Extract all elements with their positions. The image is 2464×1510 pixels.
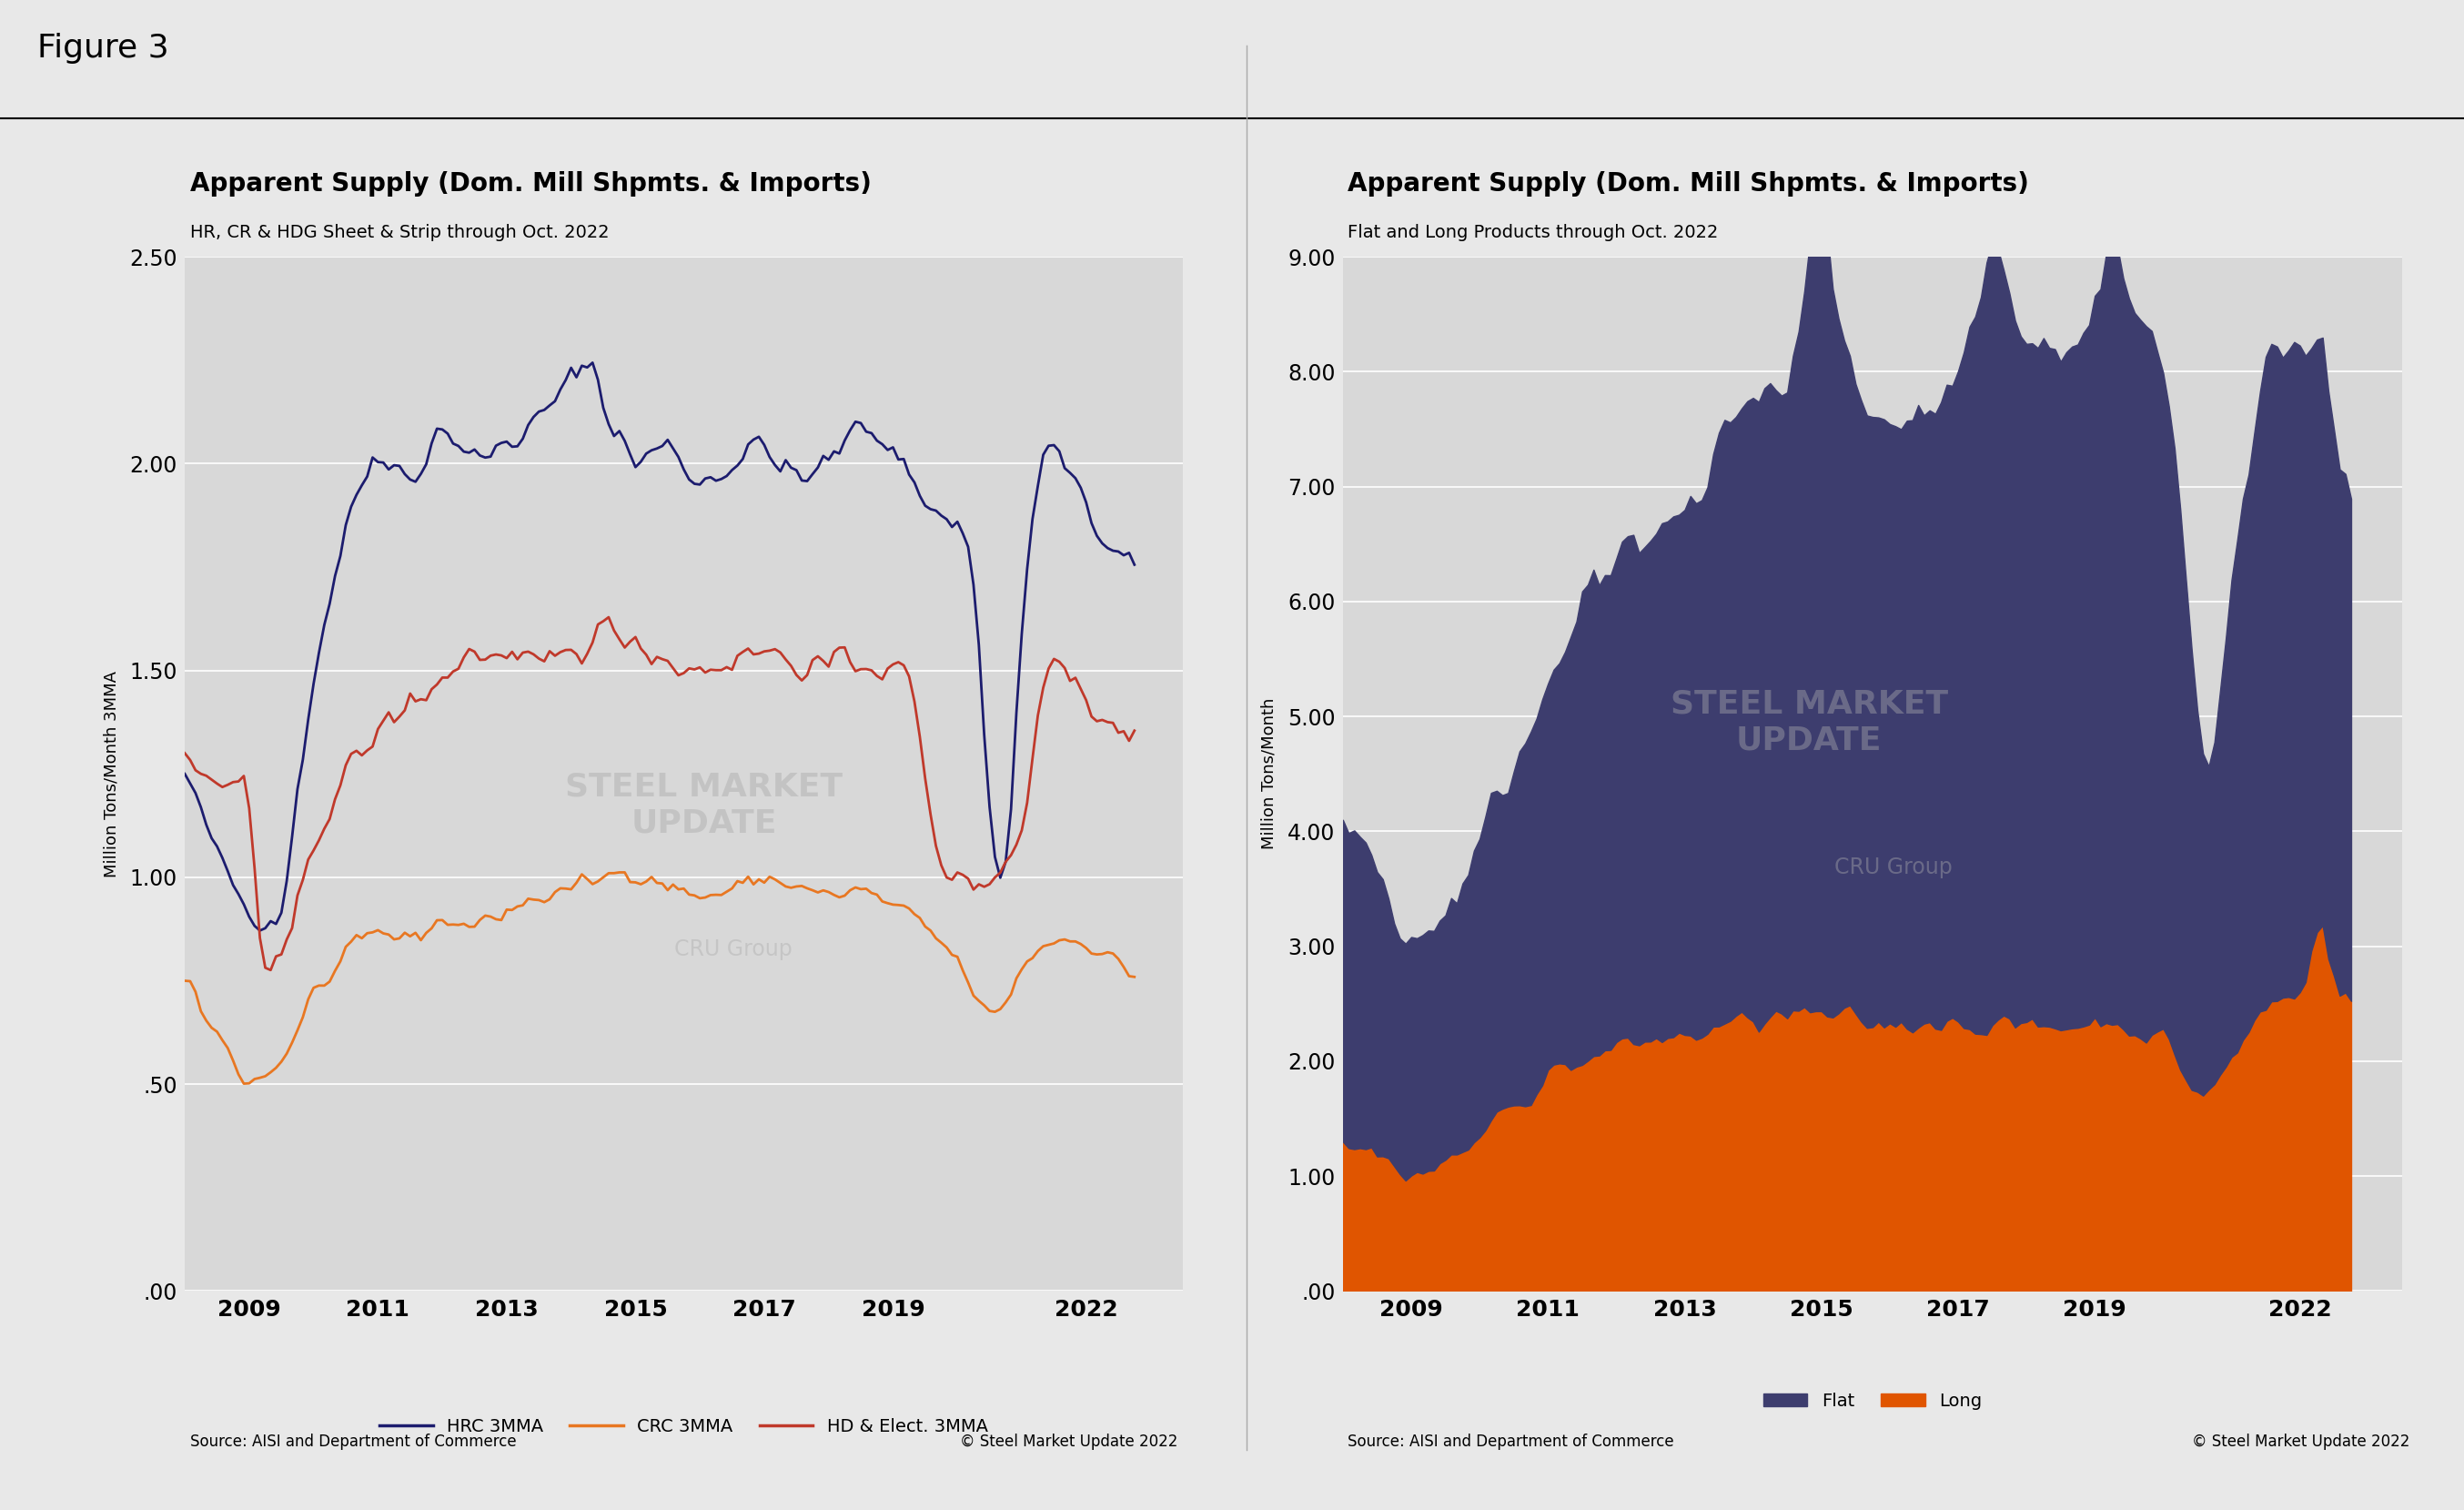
Text: Apparent Supply (Dom. Mill Shpmts. & Imports): Apparent Supply (Dom. Mill Shpmts. & Imp… — [1348, 171, 2030, 196]
Text: CRU Group: CRU Group — [1836, 856, 1954, 877]
Text: Flat and Long Products through Oct. 2022: Flat and Long Products through Oct. 2022 — [1348, 225, 1717, 242]
Text: © Steel Market Update 2022: © Steel Market Update 2022 — [961, 1434, 1178, 1450]
Legend: Flat, Long: Flat, Long — [1757, 1385, 1988, 1416]
Text: Source: AISI and Department of Commerce: Source: AISI and Department of Commerce — [190, 1434, 515, 1450]
Text: CRU Group: CRU Group — [675, 939, 793, 960]
Text: STEEL MARKET
UPDATE: STEEL MARKET UPDATE — [564, 772, 843, 838]
Text: Apparent Supply (Dom. Mill Shpmts. & Imports): Apparent Supply (Dom. Mill Shpmts. & Imp… — [190, 171, 872, 196]
Text: HR, CR & HDG Sheet & Strip through Oct. 2022: HR, CR & HDG Sheet & Strip through Oct. … — [190, 225, 609, 242]
Text: STEEL MARKET
UPDATE: STEEL MARKET UPDATE — [1671, 689, 1949, 755]
Text: © Steel Market Update 2022: © Steel Market Update 2022 — [2193, 1434, 2410, 1450]
Text: Source: AISI and Department of Commerce: Source: AISI and Department of Commerce — [1348, 1434, 1673, 1450]
Y-axis label: Million Tons/Month 3MMA: Million Tons/Month 3MMA — [103, 670, 118, 877]
Legend: HRC 3MMA, CRC 3MMA, HD & Elect. 3MMA: HRC 3MMA, CRC 3MMA, HD & Elect. 3MMA — [372, 1410, 995, 1442]
Y-axis label: Million Tons/Month: Million Tons/Month — [1262, 698, 1276, 850]
Text: Figure 3: Figure 3 — [37, 33, 168, 63]
